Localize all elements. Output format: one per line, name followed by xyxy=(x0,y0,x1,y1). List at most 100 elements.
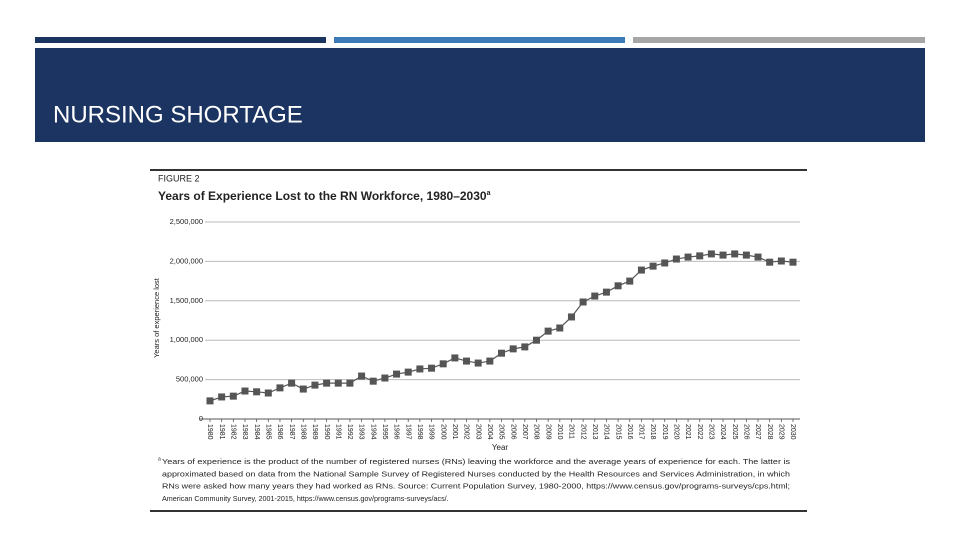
data-point xyxy=(556,324,564,332)
x-tick-label: 1988 xyxy=(299,424,306,440)
x-tick-label: 1997 xyxy=(404,424,411,440)
y-tick-label: 500,000 xyxy=(176,375,203,384)
data-point xyxy=(276,384,284,392)
data-point xyxy=(428,364,436,372)
x-tick-label: 2022 xyxy=(696,424,703,440)
x-tick-label: 1986 xyxy=(276,424,283,440)
data-point xyxy=(451,354,459,362)
data-point xyxy=(253,388,261,396)
data-point xyxy=(637,266,645,274)
y-tick-label: 1,500,000 xyxy=(170,296,203,305)
x-tick-label: 1994 xyxy=(369,424,376,440)
x-tick-label: 2000 xyxy=(439,424,446,440)
data-point xyxy=(439,360,447,368)
accent-bar xyxy=(633,37,925,43)
data-point xyxy=(381,374,389,382)
x-tick-label: 2029 xyxy=(777,424,784,440)
footnote-line: approximated based on data from the Nati… xyxy=(162,469,790,478)
slide-title: NURSING SHORTAGE xyxy=(53,101,303,128)
data-point xyxy=(591,292,599,300)
data-point xyxy=(463,357,471,365)
data-point xyxy=(742,251,750,259)
x-tick-label: 2006 xyxy=(509,424,516,440)
data-point xyxy=(229,392,237,400)
data-point xyxy=(661,259,669,267)
x-tick-label: 1995 xyxy=(381,424,388,440)
x-tick-label: 2004 xyxy=(486,424,493,440)
data-point xyxy=(369,377,377,385)
x-tick-label: 2003 xyxy=(474,424,481,440)
data-point xyxy=(696,252,704,260)
x-tick-label: 2023 xyxy=(708,424,715,440)
chart-title-text: Years of Experience Lost to the RN Workf… xyxy=(158,189,487,203)
data-point xyxy=(626,277,634,285)
x-tick-label: 1996 xyxy=(393,424,400,440)
x-tick-label: 2016 xyxy=(626,424,633,440)
x-tick-label: 1980 xyxy=(206,424,213,440)
x-tick-label: 2011 xyxy=(568,424,575,439)
y-tick-label: 0 xyxy=(199,414,203,423)
data-point xyxy=(684,253,692,261)
x-tick-label: 1985 xyxy=(264,424,271,440)
data-line xyxy=(209,253,794,402)
x-tick-label: 2030 xyxy=(789,424,796,440)
x-tick-label: 2010 xyxy=(556,424,563,440)
x-tick-label: 2014 xyxy=(603,424,610,440)
x-tick-label: 2021 xyxy=(684,424,691,440)
y-tick-label: 2,000,000 xyxy=(170,256,203,265)
footnote-line: RNs were asked how many years they had w… xyxy=(162,482,790,491)
data-point xyxy=(346,379,354,387)
x-tick-label: 2008 xyxy=(533,424,540,440)
data-point xyxy=(614,282,622,290)
x-tick-label: 1991 xyxy=(334,424,341,440)
data-point xyxy=(288,379,296,387)
x-tick-label: 2007 xyxy=(521,424,528,440)
footnote-line: American Community Survey, 2001-2015, ht… xyxy=(162,494,449,503)
y-tick-label: 1,000,000 xyxy=(170,335,203,344)
x-tick-label: 1984 xyxy=(253,424,260,440)
x-tick-label: 2020 xyxy=(673,424,680,440)
data-point xyxy=(754,253,762,261)
data-point xyxy=(474,359,482,367)
x-axis-label: Year xyxy=(492,443,509,452)
header-band xyxy=(35,48,925,142)
x-tick-label: 2009 xyxy=(544,424,551,440)
chart-title-marker: a xyxy=(487,190,491,197)
data-point xyxy=(649,262,657,270)
x-tick-label: 2027 xyxy=(754,424,761,440)
x-tick-label: 2013 xyxy=(591,424,598,440)
data-point xyxy=(544,327,552,335)
chart-title: Years of Experience Lost to the RN Workf… xyxy=(158,189,491,203)
x-tick-label: 2028 xyxy=(766,424,773,440)
x-tick-label: 2018 xyxy=(649,424,656,440)
accent-bar xyxy=(334,37,625,43)
x-tick-label: 2015 xyxy=(614,424,621,440)
accent-bar xyxy=(35,37,326,43)
y-tick-label: 2,500,000 xyxy=(170,217,203,226)
x-tick-label: 1987 xyxy=(288,424,295,440)
figure-label: FIGURE 2 xyxy=(158,173,200,183)
data-point xyxy=(579,298,587,306)
x-tick-label: 1998 xyxy=(416,424,423,440)
x-tick-label: 1993 xyxy=(358,424,365,440)
data-point xyxy=(766,258,774,266)
data-point xyxy=(509,345,517,353)
data-point xyxy=(358,372,366,380)
data-point xyxy=(602,288,610,296)
data-point xyxy=(311,381,319,389)
data-point xyxy=(206,397,214,405)
data-point xyxy=(486,357,494,365)
x-tick-label: 2026 xyxy=(743,424,750,440)
x-tick-label: 1983 xyxy=(241,424,248,440)
x-tick-label: 2005 xyxy=(498,424,505,440)
x-tick-label: 2025 xyxy=(731,424,738,440)
data-point xyxy=(731,250,739,258)
x-tick-label: 1992 xyxy=(346,424,353,440)
data-point xyxy=(393,370,401,378)
data-point xyxy=(777,257,785,265)
x-tick-label: 2024 xyxy=(719,424,726,440)
footnote-line: Years of experience is the product of th… xyxy=(162,457,791,466)
x-tick-label: 2019 xyxy=(661,424,668,440)
footnote-marker: a xyxy=(158,456,161,462)
